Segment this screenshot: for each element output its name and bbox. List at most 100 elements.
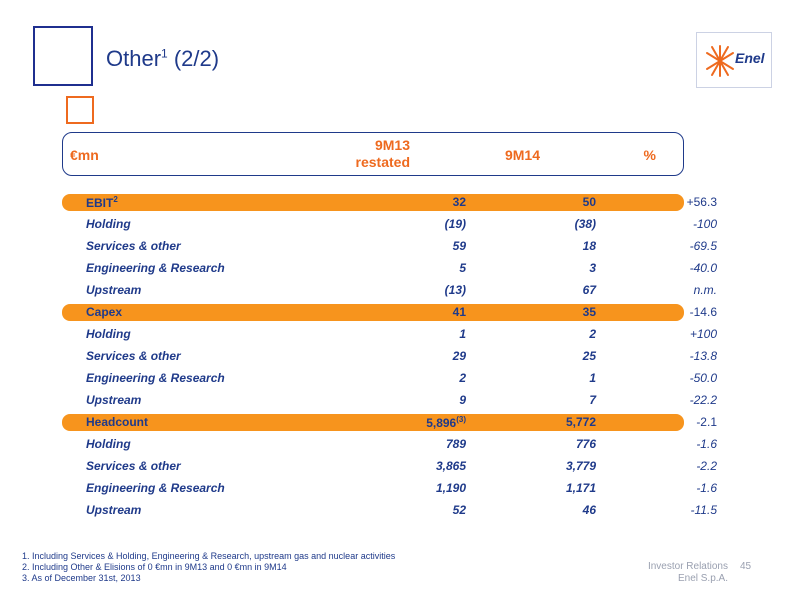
row-label-text: EBIT [86,196,114,210]
cell-pct: -1.6 [696,437,717,451]
title-suffix: (2/2) [173,46,220,71]
cell-9m13: 32 [342,195,466,209]
cell-9m13-value: 32 [452,195,466,209]
row-label: Upstream [86,283,141,297]
cell-9m14: 35 [582,305,596,319]
cell-pct: +56.3 [686,195,717,209]
row-label-text: Upstream [86,503,142,517]
title-footnote-marker: 1 [161,46,168,61]
row-label: Headcount [86,415,148,429]
row-label: Capex [86,305,122,319]
table-row: Upstream 52 46 -11.5 [62,502,717,519]
header-9m13: 9M13 restated [330,137,410,171]
row-label: EBIT2 [86,195,118,210]
footnote-3: 3. As of December 31st, 2013 [22,573,141,583]
cell-9m14: 5,772 [565,415,596,429]
cell-9m14: 25 [582,349,596,363]
cell-pct: -2.2 [696,459,717,473]
table-row: Engineering & Research 2 1 -50.0 [62,370,717,387]
table-row: Holding 789 776 -1.6 [62,436,717,453]
table-section-row: Headcount 5,896(3) 5,772 -2.1 [62,414,717,431]
cell-9m13-value: 5 [459,261,466,275]
cell-9m14: 2 [589,327,596,341]
footer-line2: Enel S.p.A. [677,573,728,584]
cell-pct: -2.1 [696,415,717,429]
cell-9m13: 9 [342,393,466,407]
cell-9m13: 5,896(3) [342,415,466,430]
row-label: Upstream [86,393,141,407]
row-label: Services & other [86,239,181,253]
row-label-text: Capex [86,305,123,319]
cell-9m13-value: 3,865 [435,459,466,473]
cell-9m13: 59 [342,239,466,253]
cell-9m14: 50 [582,195,596,209]
cell-9m13: 1,190 [342,481,466,495]
cell-9m13-value: 9 [459,393,466,407]
cell-pct: -11.5 [690,503,717,517]
cell-pct: n.m. [693,283,717,297]
cell-9m14: 776 [575,437,596,451]
table-row: Upstream (13) 67 n.m. [62,282,717,299]
cell-9m13-value: (13) [444,283,466,297]
cell-9m13-value: 1,190 [435,481,466,495]
table-row: Holding 1 2 +100 [62,326,717,343]
cell-pct: -69.5 [689,239,717,253]
row-label-text: Services & other [86,349,181,363]
table-row: Services & other 3,865 3,779 -2.2 [62,458,717,475]
table-row: Engineering & Research 5 3 -40.0 [62,260,717,277]
cell-9m13: 52 [342,503,466,517]
header-9m13-line1: 9M13 [374,137,410,153]
cell-9m13-value: 2 [459,371,466,385]
cell-9m13: (19) [342,217,466,231]
cell-9m13: 41 [342,305,466,319]
enel-flower-icon [706,45,734,77]
table-row: Engineering & Research 1,190 1,171 -1.6 [62,480,717,497]
table-header-box [62,132,684,176]
cell-9m13-value: 5,896 [426,416,457,430]
page-number: 45 [740,561,752,572]
cell-9m13: 1 [342,327,466,341]
cell-9m13: 2 [342,371,466,385]
cell-pct: -40.0 [689,261,717,275]
cell-9m14: 3,779 [565,459,596,473]
cell-9m14: 1,171 [565,481,596,495]
row-label-footnote-marker: 2 [113,195,118,204]
cell-9m14: 18 [582,239,596,253]
row-label: Upstream [86,503,141,517]
cell-9m14: 67 [582,283,596,297]
table-row: Upstream 9 7 -22.2 [62,392,717,409]
footer-company: Investor Relations Enel S.p.A. [600,561,728,585]
header-pct: % [643,147,656,163]
row-label-text: Upstream [86,283,142,297]
row-label: Engineering & Research [86,261,225,275]
row-label-text: Services & other [86,239,181,253]
cell-9m14: 7 [589,393,596,407]
row-label: Holding [86,327,131,341]
cell-9m13-value: 29 [452,349,466,363]
footnote-2: 2. Including Other & Elisions of 0 €mn i… [22,562,287,572]
cell-pct: -22.2 [689,393,717,407]
table-row: Services & other 29 25 -13.8 [62,348,717,365]
cell-9m13-value: (19) [444,217,466,231]
row-label-text: Engineering & Research [86,261,225,275]
cell-9m13-value: 52 [452,503,466,517]
cell-pct: -50.0 [689,371,717,385]
cell-9m13: 789 [342,437,466,451]
cell-9m13-value: 59 [452,239,466,253]
table-row: Services & other 59 18 -69.5 [62,238,717,255]
cell-pct: -1.6 [696,481,717,495]
cell-9m13: (13) [342,283,466,297]
row-label: Services & other [86,459,181,473]
cell-9m14: (38) [574,217,596,231]
footnote-1: 1. Including Services & Holding, Enginee… [22,551,396,561]
cell-9m13: 5 [342,261,466,275]
title-text: Other [106,46,162,71]
cell-9m13: 3,865 [342,459,466,473]
header-unit: €mn [70,147,99,163]
row-label-text: Services & other [86,459,181,473]
row-label: Services & other [86,349,181,363]
row-label-text: Headcount [86,415,149,429]
slide-title: Other1 (2/2) [106,46,219,72]
header-9m14: 9M14 [504,147,540,163]
row-label-text: Engineering & Research [86,371,225,385]
